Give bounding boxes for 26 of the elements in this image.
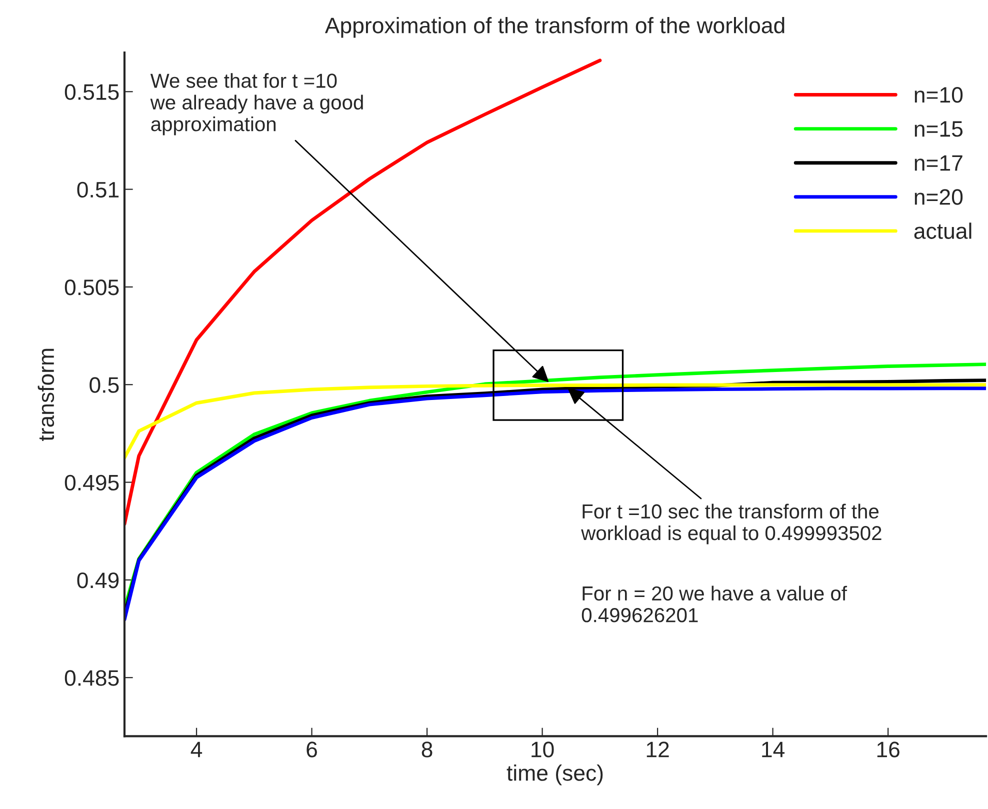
x-tick-label: 10 [532, 742, 554, 758]
y-tick-label: 0.5 [90, 377, 119, 393]
x-tick-label: 12 [646, 742, 669, 758]
y-tick-label: 0.51 [77, 182, 119, 198]
x-tick-label: 6 [306, 742, 317, 758]
legend-label: n=15 [914, 121, 963, 137]
y-tick-label: 0.485 [64, 670, 119, 686]
annotation: For n = 20 we have a value of 0.499626201 [582, 586, 848, 622]
legend-label: n=10 [914, 87, 963, 103]
y-axis-title: transform [38, 348, 54, 441]
legend-label: actual [914, 222, 972, 239]
annotation: We see that for t =10 we already have a good approximation [150, 73, 363, 136]
y-tick-label: 0.505 [64, 280, 119, 296]
legend-label: n=17 [914, 155, 962, 171]
y-tick-label: 0.515 [64, 84, 119, 100]
y-tick-label: 0.495 [64, 474, 119, 491]
x-tick-label: 16 [877, 742, 900, 758]
line-series [124, 383, 986, 460]
x-tick-label: 14 [762, 742, 785, 758]
x-axis-title: time (sec) [506, 764, 603, 786]
y-tick-label: 0.49 [77, 572, 119, 588]
annotation: For t =10 sec the transform of the workload is equal to 0.499993502 [581, 504, 882, 544]
x-tick-label: 8 [422, 742, 432, 758]
chart-title: Approximation of the transform of the workload [324, 17, 784, 38]
legend-label: n=20 [914, 189, 963, 205]
x-tick-label: 4 [190, 742, 202, 758]
